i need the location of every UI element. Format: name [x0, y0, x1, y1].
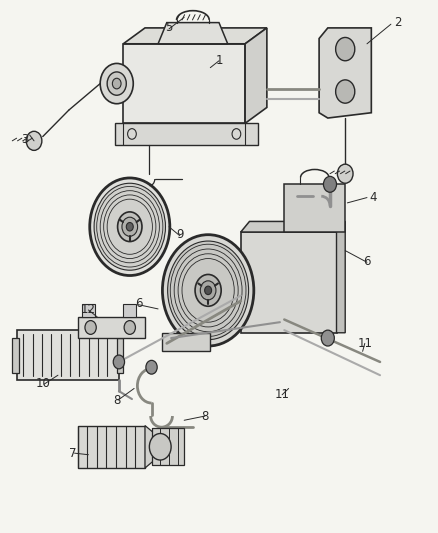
- Circle shape: [117, 212, 142, 241]
- Circle shape: [162, 235, 254, 346]
- Circle shape: [107, 72, 126, 95]
- Bar: [78, 317, 145, 338]
- Text: 6: 6: [363, 255, 371, 268]
- Polygon shape: [284, 184, 345, 232]
- Text: 2: 2: [394, 16, 401, 29]
- Circle shape: [113, 78, 121, 89]
- Polygon shape: [158, 22, 228, 44]
- Circle shape: [323, 176, 336, 192]
- Polygon shape: [241, 232, 336, 333]
- Polygon shape: [336, 221, 345, 333]
- Bar: [78, 425, 145, 468]
- Text: 11: 11: [275, 389, 290, 401]
- Text: 7: 7: [70, 447, 77, 459]
- Text: 8: 8: [201, 409, 209, 423]
- Circle shape: [122, 217, 138, 236]
- Text: 3: 3: [21, 133, 29, 146]
- Circle shape: [113, 355, 124, 369]
- Text: 12: 12: [81, 303, 96, 317]
- Polygon shape: [162, 333, 210, 351]
- Bar: [123, 304, 136, 317]
- Circle shape: [195, 274, 221, 306]
- Text: 4: 4: [370, 191, 377, 204]
- Circle shape: [336, 80, 355, 103]
- Text: 6: 6: [135, 297, 142, 310]
- Bar: [12, 338, 19, 373]
- Polygon shape: [145, 425, 160, 468]
- Circle shape: [90, 178, 170, 276]
- Circle shape: [26, 131, 42, 150]
- Bar: [17, 330, 119, 381]
- Text: 5: 5: [165, 21, 173, 35]
- Circle shape: [149, 433, 171, 460]
- Text: 9: 9: [176, 228, 184, 241]
- Circle shape: [124, 320, 135, 334]
- Text: 1: 1: [215, 54, 223, 67]
- Circle shape: [200, 281, 216, 300]
- Bar: [117, 338, 123, 373]
- Polygon shape: [241, 221, 345, 232]
- Circle shape: [146, 360, 157, 374]
- Polygon shape: [123, 28, 267, 44]
- Polygon shape: [115, 123, 258, 144]
- Circle shape: [85, 320, 96, 334]
- Polygon shape: [123, 44, 245, 123]
- Circle shape: [336, 37, 355, 61]
- Text: 10: 10: [35, 377, 50, 390]
- Circle shape: [321, 330, 334, 346]
- Polygon shape: [319, 28, 371, 118]
- Text: 8: 8: [113, 393, 120, 407]
- Circle shape: [337, 164, 353, 183]
- Bar: [152, 428, 184, 465]
- Circle shape: [168, 241, 249, 340]
- Circle shape: [100, 63, 133, 104]
- Circle shape: [126, 222, 133, 231]
- Bar: [82, 304, 95, 317]
- Circle shape: [205, 286, 212, 295]
- Circle shape: [94, 183, 166, 270]
- Text: 11: 11: [357, 337, 372, 350]
- Polygon shape: [245, 28, 267, 123]
